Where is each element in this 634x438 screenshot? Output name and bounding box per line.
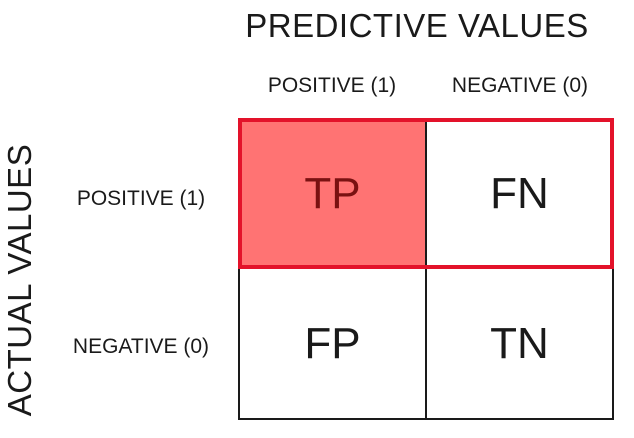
cell-true-negative: TN [425,267,614,420]
actual-values-title: ACTUAL VALUES [1,143,38,417]
actual-values-axis: ACTUAL VALUES [0,132,40,428]
confusion-matrix: TP FN FP TN [238,118,614,420]
predictive-values-title: PREDICTIVE VALUES [245,7,589,44]
row-header-negative: NEGATIVE (0) [72,335,210,358]
cell-false-negative: FN [425,118,614,269]
cell-false-positive: FP [238,267,427,420]
column-header-positive: POSITIVE (1) [267,74,397,97]
column-header-negative: NEGATIVE (0) [451,74,589,97]
row-header-positive: POSITIVE (1) [76,187,206,210]
cell-true-positive: TP [238,118,427,269]
